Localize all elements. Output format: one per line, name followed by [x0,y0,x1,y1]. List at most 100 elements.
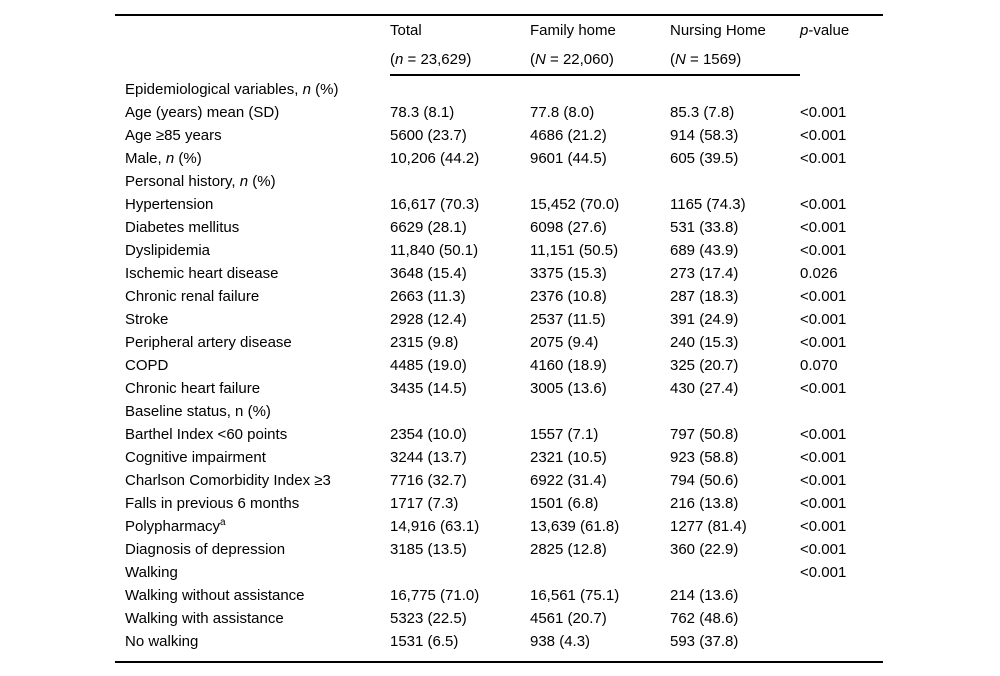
table-row: Baseline status, n (%) [115,400,883,423]
cell-p-value: <0.001 [800,380,847,397]
table-row: Epidemiological variables, n (%) [115,75,883,101]
cell-p-value [800,170,883,193]
cell-family-home: 2075 (9.4) [530,334,599,351]
col-header-p-value: p-value [800,22,850,39]
cell-family-home: 1501 (6.8) [530,495,599,512]
cell-family-home: 2537 (11.5) [530,311,606,328]
cell-nursing-home: 794 (50.6) [670,472,739,489]
cell-family-home: 2825 (12.8) [530,541,607,558]
cell-p-value: <0.001 [800,472,847,489]
baseline-characteristics-table: Total Family home Nursing Home p-value (… [115,14,883,663]
cell-nursing-home: 1165 (74.3) [670,196,746,213]
cell-family-home: 6098 (27.6) [530,219,607,236]
cell-family-home: 4561 (20.7) [530,610,607,627]
table-row: Barthel Index <60 points 2354 (10.0) 155… [115,423,883,446]
cell-nursing-home: 762 (48.6) [670,610,739,627]
row-label: Stroke [125,311,169,328]
cell-total: 3435 (14.5) [390,380,467,397]
cell-family-home: 2376 (10.8) [530,288,607,305]
cell-total: 2354 (10.0) [390,426,467,443]
cell-p-value: <0.001 [800,288,847,305]
cell-nursing-home: 240 (15.3) [670,334,739,351]
row-label: Charlson Comorbidity Index ≥3 [125,472,331,489]
row-label: Dyslipidemia [125,242,211,259]
cell-family-home: 77.8 (8.0) [530,104,595,121]
cell-p-value: <0.001 [800,104,847,121]
cell-total: 7716 (32.7) [390,472,467,489]
table-row: Dyslipidemia 11,840 (50.1) 11,151 (50.5)… [115,239,883,262]
row-label: Falls in previous 6 months [125,495,300,512]
cell-family-home: 6922 (31.4) [530,472,607,489]
cell-nursing-home: 605 (39.5) [670,150,739,167]
table-row: Age (years) mean (SD) 78.3 (8.1) 77.8 (8… [115,101,883,124]
row-label: Polypharmacya [125,517,226,536]
cell-nursing-home: 214 (13.6) [670,587,739,604]
cell-p-value [800,584,883,607]
row-label: Walking without assistance [125,587,305,604]
table-row: Stroke 2928 (12.4) 2537 (11.5) 391 (24.9… [115,308,883,331]
table-row: Chronic renal failure 2663 (11.3) 2376 (… [115,285,883,308]
cell-nursing-home: 287 (18.3) [670,288,739,305]
cell-nursing-home [670,75,800,101]
table-row: Age ≥85 years 5600 (23.7) 4686 (21.2) 91… [115,124,883,147]
row-label: Epidemiological variables, n (%) [125,81,339,98]
table-row: Chronic heart failure 3435 (14.5) 3005 (… [115,377,883,400]
col-subheader-nursing-n: (N = 1569) [670,46,800,76]
cell-total: 11,840 (50.1) [390,242,479,259]
cell-nursing-home: 531 (33.8) [670,219,739,236]
table-row: Polypharmacya 14,916 (63.1) 13,639 (61.8… [115,515,883,538]
cell-total [390,170,530,193]
cell-family-home: 938 (4.3) [530,633,591,650]
header-empty-cell [800,46,883,75]
row-label: Male, n (%) [125,150,202,167]
cell-nursing-home: 689 (43.9) [670,242,739,259]
table-body: Epidemiological variables, n (%) Age (ye… [115,75,883,662]
row-label: Age (years) mean (SD) [125,104,280,121]
table-row: Personal history, n (%) [115,170,883,193]
cell-family-home: 4686 (21.2) [530,127,607,144]
cell-total: 16,775 (71.0) [390,587,480,604]
col-header-nursing-home: Nursing Home [670,22,766,39]
cell-family-home [530,561,670,584]
cell-nursing-home: 430 (27.4) [670,380,739,397]
cell-p-value: <0.001 [800,518,847,535]
table-header: Total Family home Nursing Home p-value (… [115,15,883,76]
cell-total: 10,206 (44.2) [390,150,480,167]
cell-family-home: 9601 (44.5) [530,150,607,167]
cell-total: 3648 (15.4) [390,265,467,282]
cell-nursing-home: 273 (17.4) [670,265,739,282]
cell-family-home [530,75,670,101]
row-label: Barthel Index <60 points [125,426,288,443]
cell-nursing-home: 797 (50.8) [670,426,739,443]
row-label: Age ≥85 years [125,127,222,144]
cell-family-home: 11,151 (50.5) [530,242,619,259]
cell-total: 3244 (13.7) [390,449,467,466]
cell-family-home [530,170,670,193]
col-subheader-total-n: (n = 23,629) [390,46,530,76]
cell-nursing-home: 360 (22.9) [670,541,739,558]
row-label: Personal history, n (%) [125,173,276,190]
cell-nursing-home [670,400,800,423]
cell-total: 3185 (13.5) [390,541,467,558]
cell-p-value [800,630,883,662]
cell-p-value: <0.001 [800,127,847,144]
footnote-marker: a [220,517,226,528]
cell-p-value: <0.001 [800,242,847,259]
header-empty-cell [115,46,390,75]
cell-p-value: <0.001 [800,334,847,351]
row-label: Walking with assistance [125,610,284,627]
cell-nursing-home: 1277 (81.4) [670,518,747,535]
cell-p-value [800,607,883,630]
cell-nursing-home: 391 (24.9) [670,311,739,328]
table-row: COPD 4485 (19.0) 4160 (18.9) 325 (20.7) … [115,354,883,377]
table-row: Hypertension 16,617 (70.3) 15,452 (70.0)… [115,193,883,216]
row-label: Ischemic heart disease [125,265,279,282]
cell-p-value [800,400,883,423]
cell-total: 6629 (28.1) [390,219,467,236]
row-label: COPD [125,357,169,374]
cell-p-value: <0.001 [800,150,847,167]
data-table: Total Family home Nursing Home p-value (… [115,14,883,663]
cell-total [390,400,530,423]
cell-nursing-home: 216 (13.8) [670,495,739,512]
col-header-family-home: Family home [530,22,616,39]
